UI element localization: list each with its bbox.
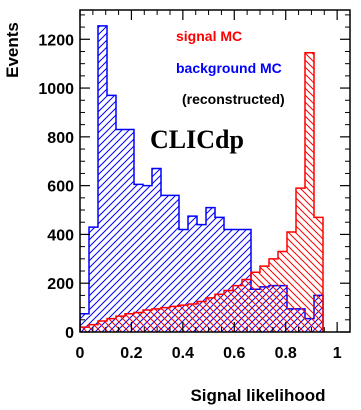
legend-background-label: background MC xyxy=(176,60,282,76)
signal-mc-bar xyxy=(224,290,233,332)
background-mc-bar xyxy=(233,229,242,332)
signal-mc-bar xyxy=(260,266,269,332)
background-mc-bar xyxy=(206,207,215,332)
signal-mc-bar xyxy=(170,306,179,332)
y-tick-label: 400 xyxy=(47,227,74,244)
y-tick-label: 800 xyxy=(47,130,74,147)
signal-mc-bar xyxy=(107,318,116,332)
background-mc-bar xyxy=(107,95,116,332)
background-mc-bar xyxy=(224,229,233,332)
signal-mc-bar xyxy=(179,305,188,332)
background-mc-bar xyxy=(215,217,224,332)
x-tick-label: 0.4 xyxy=(172,345,194,362)
signal-mc-bar xyxy=(251,272,260,332)
signal-mc-bar xyxy=(206,297,215,332)
signal-mc-bar xyxy=(242,279,251,332)
background-mc-bar xyxy=(152,168,161,332)
background-mc-bar xyxy=(116,129,125,332)
y-tick-label: 200 xyxy=(47,276,74,293)
background-mc-bar xyxy=(197,224,206,332)
legend-signal-label: signal MC xyxy=(176,28,242,44)
background-mc-bar xyxy=(125,129,134,332)
background-mc-bar xyxy=(188,216,197,332)
signal-mc-bar xyxy=(314,217,323,332)
signal-mc-bar xyxy=(287,231,296,332)
signal-mc-bar xyxy=(89,324,98,332)
background-mc-bar xyxy=(134,184,143,332)
background-mc-bar xyxy=(98,25,107,332)
y-tick-label: 1000 xyxy=(38,81,74,98)
signal-mc-bar xyxy=(215,294,224,332)
axis-ticks: 0 0.2 0.4 0.6 0.8 1 0 200 400 600 800 1000 1200 xyxy=(38,10,350,362)
y-axis-title: Events xyxy=(3,22,22,78)
legend-note: (reconstructed) xyxy=(182,91,285,107)
signal-mc-bar xyxy=(296,188,305,332)
x-tick-label: 0.2 xyxy=(120,345,142,362)
plot-frame xyxy=(79,9,351,333)
signal-mc-bar xyxy=(134,312,143,332)
x-tick-label: 0.8 xyxy=(275,345,297,362)
x-tick-label: 0 xyxy=(76,345,85,362)
x-tick-label: 0.6 xyxy=(223,345,245,362)
signal-mc-bar xyxy=(305,52,314,332)
signal-mc-bar xyxy=(80,327,89,332)
signal-mc-bar xyxy=(188,303,197,332)
signal-mc-bar xyxy=(161,307,170,332)
x-axis-title: Signal likelihood xyxy=(190,386,325,405)
signal-mc-outline xyxy=(80,51,324,332)
y-tick-label: 600 xyxy=(47,179,74,196)
background-mc-bar xyxy=(161,195,170,332)
signal-mc-bar xyxy=(269,258,278,332)
signal-mc-bar xyxy=(152,308,161,332)
background-mc-bar xyxy=(89,227,98,332)
x-tick-label: 1 xyxy=(333,345,342,362)
signal-mc-bar xyxy=(197,301,206,332)
signal-mc-bar xyxy=(116,316,125,332)
signal-mc-bar xyxy=(143,310,152,332)
y-tick-label: 1200 xyxy=(38,32,74,49)
signal-mc-bar xyxy=(278,251,287,332)
signal-mc-series xyxy=(80,51,324,332)
background-mc-bar xyxy=(143,185,152,332)
background-mc-bar xyxy=(80,313,89,332)
histogram-bars xyxy=(80,25,324,332)
signal-mc-bar xyxy=(233,285,242,332)
background-mc-bar xyxy=(179,229,188,332)
signal-mc-bar xyxy=(98,321,107,332)
clicdp-watermark: CLICdp xyxy=(150,125,244,154)
y-tick-label: 0 xyxy=(65,325,74,342)
background-mc-bar xyxy=(170,195,179,332)
signal-mc-bar xyxy=(125,313,134,332)
